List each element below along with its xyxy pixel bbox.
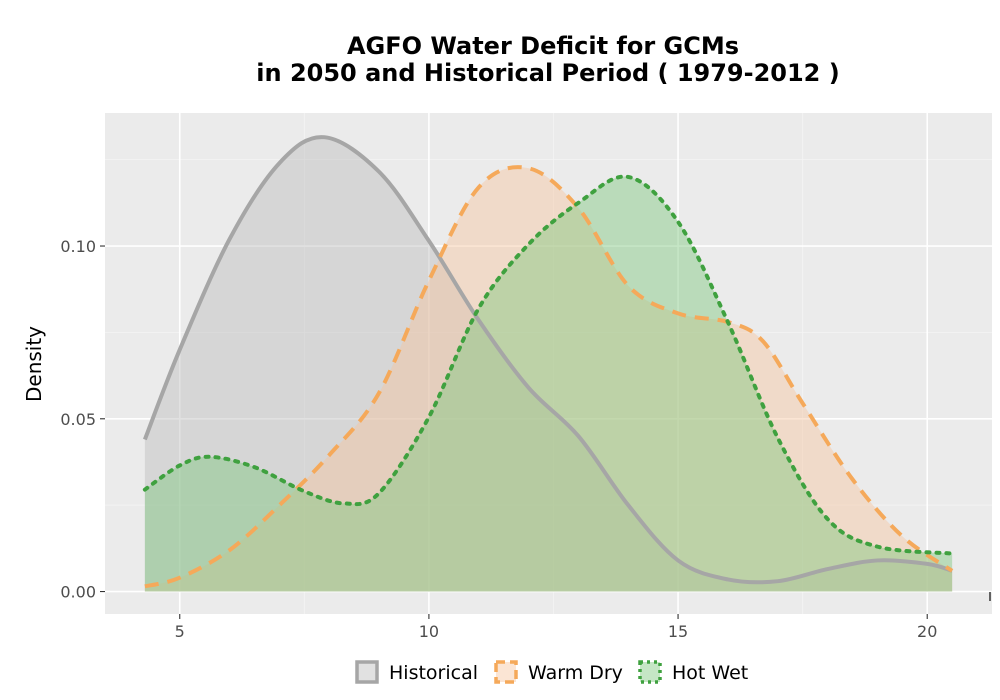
- legend-key-border: [494, 660, 518, 684]
- chart-title-line1: AGFO Water Deficit for GCMs: [347, 32, 739, 60]
- legend-key-fill: [640, 662, 660, 682]
- y-tick-label: 0.10: [60, 237, 96, 256]
- x-tick-label: 15: [668, 622, 688, 641]
- y-tick-label: 0.05: [60, 410, 96, 429]
- legend-label: Historical: [389, 662, 478, 684]
- axis-ticks: [100, 245, 928, 619]
- legend-label: Warm Dry: [528, 662, 623, 684]
- legend-label: Hot Wet: [672, 662, 748, 684]
- legend-key-border: [638, 660, 662, 684]
- area-historical: [144, 137, 953, 592]
- x-tick-label: 5: [175, 622, 185, 641]
- y-axis-title: Density: [22, 326, 46, 402]
- major-gridlines: [105, 113, 992, 614]
- density-lines: [142, 135, 955, 589]
- tick-labels: 5 10 15 20 0.00 0.05 0.10: [60, 237, 937, 641]
- line-warm-dry: [144, 165, 954, 589]
- density-areas: [144, 137, 953, 592]
- legend-key-border: [355, 660, 379, 684]
- line-hot-wet: [142, 174, 955, 556]
- line-historical: [143, 135, 953, 585]
- legend-key-fill: [357, 662, 377, 682]
- y-tick-label: 0.00: [60, 583, 96, 602]
- legend-item-hot-wet: Hot Wet: [638, 660, 748, 684]
- area-hot-wet: [144, 176, 953, 592]
- area-warm-dry: [144, 167, 953, 592]
- x-tick-label: 10: [419, 622, 439, 641]
- x-tick-label: 20: [917, 622, 937, 641]
- chart-title-line2: in 2050 and Historical Period ( 1979-201…: [256, 59, 839, 87]
- legend-item-historical: Historical: [355, 660, 478, 684]
- legend-item-warm-dry: Warm Dry: [494, 660, 623, 684]
- legend-key-fill: [496, 662, 516, 682]
- legend: Historical Warm Dry Hot Wet: [355, 660, 748, 684]
- minor-gridlines: [105, 113, 992, 614]
